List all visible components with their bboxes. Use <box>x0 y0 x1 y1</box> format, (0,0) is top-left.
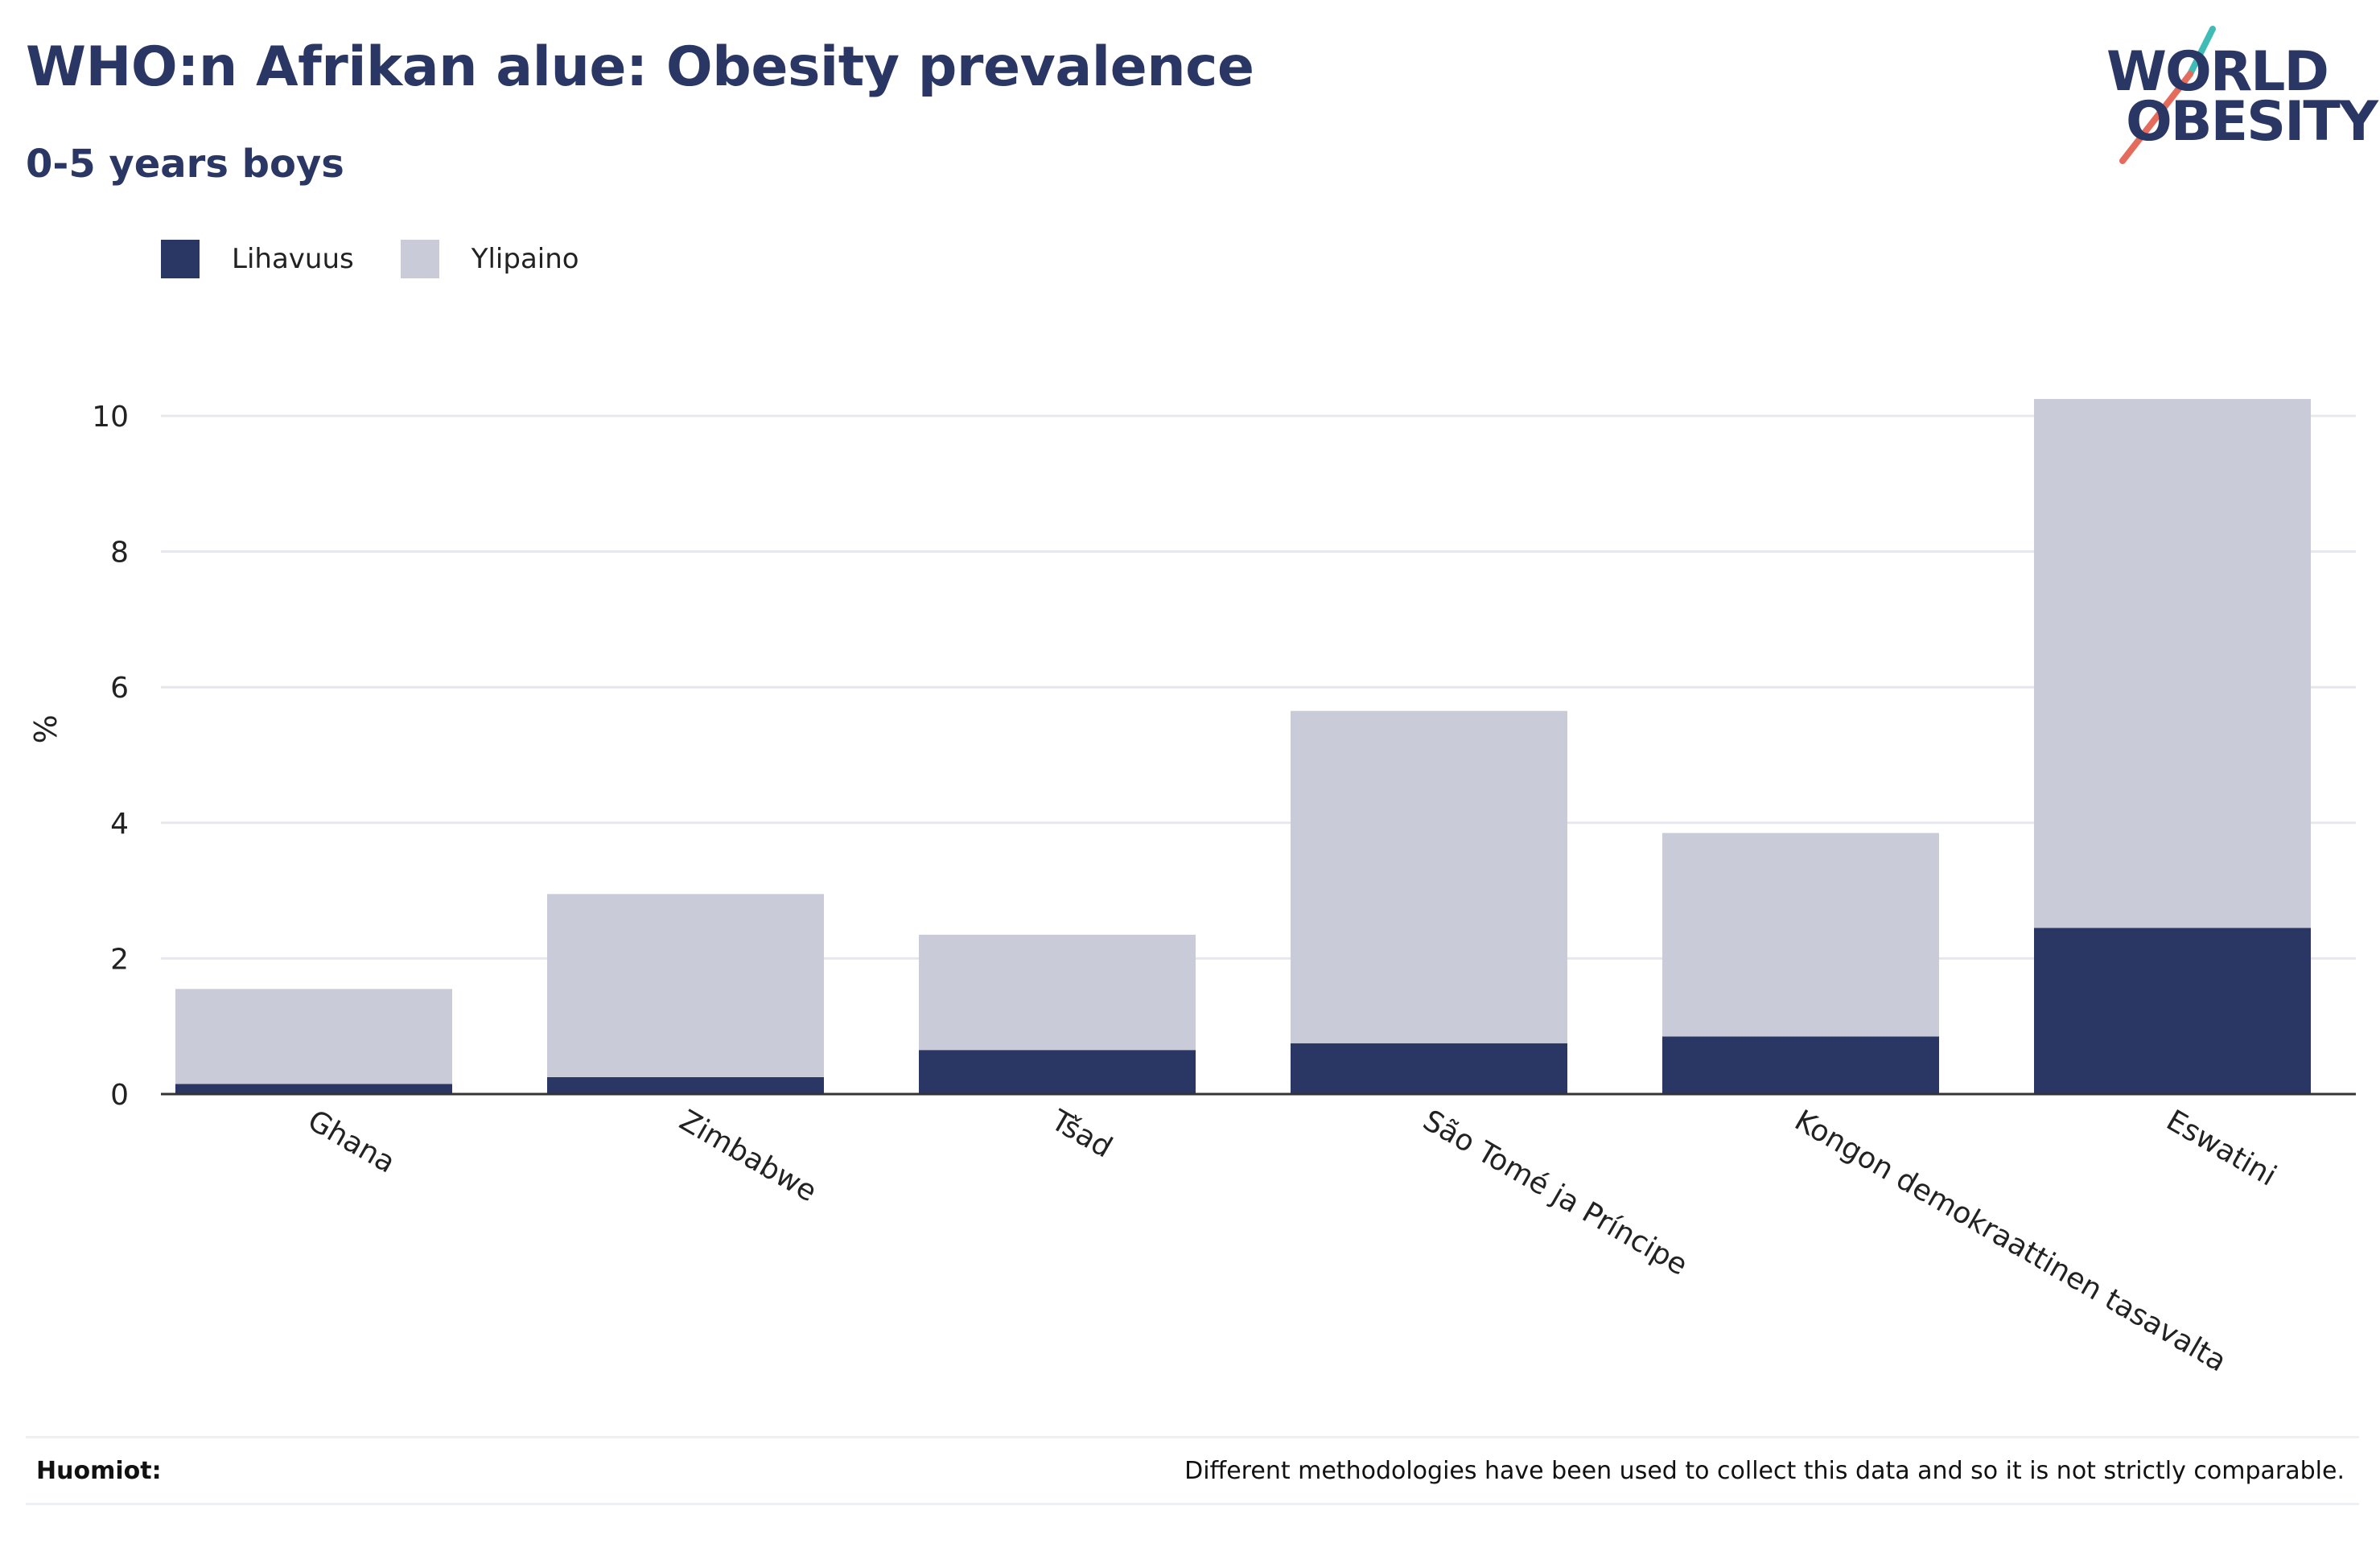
bar-overweight <box>919 934 1196 1051</box>
bar-obesity <box>1291 1043 1567 1094</box>
legend-swatch-obesity <box>161 240 200 278</box>
notes-text: Different methodologies have been used t… <box>1184 1457 2345 1485</box>
bar-obesity <box>547 1076 824 1094</box>
chart-subtitle: 0-5 years boys <box>26 142 344 187</box>
x-tick-label: Eswatini <box>2161 1104 2282 1192</box>
x-tick-label: Tšad <box>1045 1104 1118 1165</box>
x-tick-label: Kongon demokraattinen tasavalta <box>1789 1104 2232 1378</box>
logo-text-world: WORLD <box>2106 40 2329 104</box>
bar-overweight <box>547 894 824 1077</box>
notes-label: Huomiot: <box>36 1457 162 1485</box>
chart-title: WHO:n Afrikan alue: Obesity prevalence <box>26 35 1254 99</box>
bar-obesity <box>2034 928 2311 1094</box>
x-tick-label: São Tomé ja Príncipe <box>1418 1104 1694 1282</box>
x-tick-label: Zimbabwe <box>674 1104 822 1208</box>
world-obesity-logo: WORLD OBESITY <box>2100 24 2378 169</box>
footer-divider-bottom <box>26 1503 2359 1505</box>
x-tick-label: Ghana <box>303 1104 401 1179</box>
y-tick-label: 10 <box>92 401 129 434</box>
y-tick-label: 2 <box>110 943 129 976</box>
footer-divider-top <box>26 1436 2359 1438</box>
legend-item-obesity[interactable]: Lihavuus <box>161 240 354 278</box>
bar-obesity <box>919 1050 1196 1094</box>
legend-item-overweight[interactable]: Ylipaino <box>400 240 579 278</box>
bar-obesity <box>175 1084 452 1094</box>
bar-chart: 0 2 4 6 8 10% Ghana Zimbabwe Tšad São Tomé ja Prí… <box>28 398 2356 1379</box>
logo-slash-icon <box>2119 26 2216 164</box>
bar-overweight <box>175 989 452 1084</box>
y-tick-label: 8 <box>110 537 129 570</box>
legend-swatch-overweight <box>400 240 439 278</box>
y-tick-label: 0 <box>110 1079 129 1112</box>
y-tick-label: 4 <box>110 808 129 841</box>
legend-label-overweight: Ylipaino <box>471 243 579 275</box>
y-tick-label: 6 <box>110 672 129 705</box>
legend-label-obesity: Lihavuus <box>232 243 354 275</box>
logo-text-obesity: OBESITY <box>2126 90 2378 154</box>
bar-obesity <box>1662 1036 1939 1094</box>
y-axis-label: % <box>28 714 64 743</box>
bar-overweight <box>1291 710 1567 1043</box>
bar-overweight <box>1662 833 1939 1037</box>
bar-overweight <box>2034 398 2311 928</box>
chart-legend: Lihavuus Ylipaino <box>161 240 626 278</box>
